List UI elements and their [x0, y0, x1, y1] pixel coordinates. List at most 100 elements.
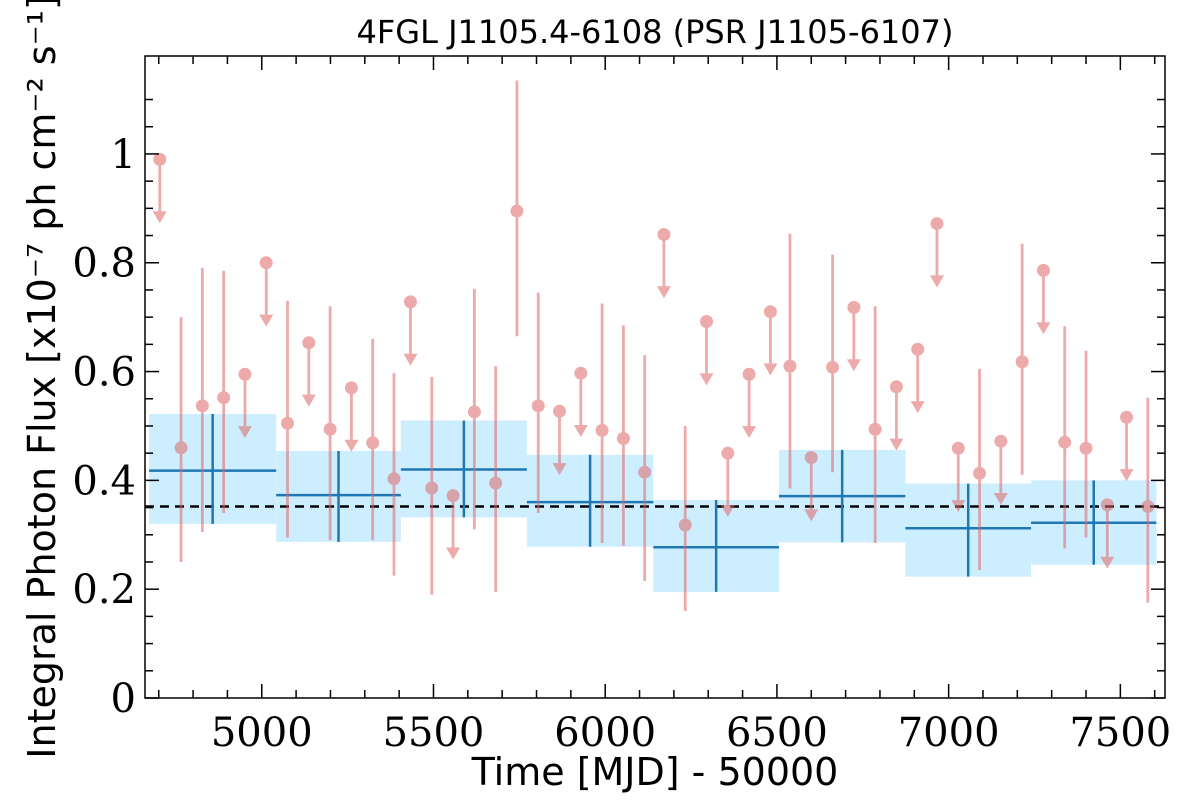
upper-limit-arrow-head	[1036, 322, 1051, 335]
flux-marker	[973, 466, 987, 480]
flux-marker	[366, 436, 380, 450]
upper-limit-point	[552, 404, 567, 476]
upper-limit-marker	[553, 404, 567, 418]
upper-limit-marker	[657, 227, 671, 241]
flux-marker	[281, 416, 295, 430]
upper-limit-point	[951, 441, 966, 513]
upper-limit-marker	[847, 300, 861, 314]
flux-marker	[1079, 441, 1093, 455]
upper-limit-marker	[763, 305, 777, 319]
upper-limit-point	[720, 446, 735, 518]
upper-limit-point	[237, 367, 252, 439]
flux-point	[387, 373, 401, 576]
flux-marker	[678, 518, 692, 532]
upper-limit-arrow-head	[1119, 469, 1134, 482]
upper-limit-point	[1100, 498, 1115, 569]
upper-limit-point	[929, 217, 944, 288]
flux-marker	[638, 465, 652, 479]
upper-limit-marker	[889, 380, 903, 394]
flux-point	[174, 317, 188, 562]
flux-marker	[531, 399, 545, 413]
flux-point	[195, 268, 209, 533]
upper-limit-arrow-head	[259, 314, 274, 327]
chart-title: 4FGL J1105.4-6108 (PSR J1105-6107)	[357, 13, 954, 51]
upper-limit-point	[1119, 410, 1134, 482]
x-axis-label: Time [MJD] - 50000	[471, 750, 839, 794]
flux-point	[595, 303, 609, 543]
upper-limit-marker	[911, 342, 925, 356]
upper-limit-arrow-head	[951, 500, 966, 513]
flux-marker	[387, 472, 401, 486]
flux-point	[425, 377, 439, 595]
upper-limit-arrow-head	[237, 426, 252, 439]
upper-limit-marker	[238, 367, 252, 381]
flux-marker	[1058, 435, 1072, 449]
flux-point	[489, 366, 503, 592]
y-tick-label: 0.6	[72, 350, 136, 396]
flux-point	[1079, 350, 1093, 538]
upper-limit-marker	[804, 451, 818, 465]
upper-limit-arrow-head	[763, 363, 778, 376]
flux-point	[616, 325, 630, 546]
upper-limit-marker	[574, 366, 588, 380]
flux-point	[510, 80, 524, 337]
upper-limit-point	[259, 256, 274, 327]
upper-limit-arrow-head	[910, 401, 925, 414]
flux-point	[1015, 243, 1029, 475]
upper-limit-arrow-head	[993, 493, 1008, 506]
x-tick-label: 7500	[1069, 710, 1171, 756]
upper-limit-marker	[1120, 410, 1134, 424]
upper-limit-point	[699, 315, 714, 386]
upper-limit-point	[344, 381, 359, 452]
flux-marker	[489, 476, 503, 490]
flux-marker	[1015, 355, 1029, 369]
x-tick-label: 7000	[898, 710, 1000, 756]
flux-marker	[616, 431, 630, 445]
x-tick-label: 6500	[726, 710, 828, 756]
upper-limit-arrow-head	[720, 505, 735, 518]
flux-marker	[195, 399, 209, 413]
flux-marker	[174, 441, 188, 455]
flux-point	[783, 233, 797, 489]
upper-limit-marker	[951, 441, 965, 455]
flux-marker	[826, 360, 840, 374]
x-tick-label: 5500	[383, 710, 485, 756]
plot-frame	[144, 55, 1166, 699]
upper-limit-point	[993, 434, 1008, 506]
flux-point	[678, 425, 692, 611]
upper-limit-point	[446, 489, 461, 560]
upper-limit-point	[403, 295, 418, 366]
upper-limit-marker	[403, 295, 417, 309]
upper-limit-marker	[742, 367, 756, 381]
upper-limit-arrow-head	[152, 211, 167, 224]
y-tick-label: 0.4	[72, 458, 136, 504]
upper-limit-arrow-head	[929, 275, 944, 288]
flux-point	[868, 306, 882, 543]
flux-marker	[1141, 499, 1155, 513]
upper-limit-point	[573, 366, 588, 438]
upper-limit-arrow-head	[656, 286, 671, 299]
upper-limit-arrow-head	[301, 394, 316, 407]
upper-limit-marker	[994, 434, 1008, 448]
upper-limit-arrow-head	[742, 426, 757, 439]
flux-point	[973, 368, 987, 571]
upper-limit-point	[910, 342, 925, 414]
upper-limit-marker	[1036, 263, 1050, 277]
flux-marker	[217, 391, 231, 405]
flux-point	[366, 338, 380, 541]
flux-marker	[595, 423, 609, 437]
flux-marker	[510, 204, 524, 218]
upper-limit-arrow-head	[889, 438, 904, 451]
upper-limit-marker	[446, 489, 460, 503]
upper-limit-arrow-head	[403, 353, 418, 366]
y-axis-label: Integral Photon Flux [x10⁻⁷ ph cm⁻² s⁻¹]	[20, 0, 64, 759]
flux-point	[1058, 326, 1072, 549]
upper-limit-marker	[721, 446, 735, 460]
upper-limit-arrow-head	[446, 547, 461, 560]
upper-limit-point	[152, 152, 167, 224]
upper-limit-arrow-head	[804, 509, 819, 522]
flux-point	[323, 306, 337, 541]
flux-point	[217, 270, 231, 514]
flux-marker	[467, 405, 481, 419]
flux-marker	[323, 422, 337, 436]
